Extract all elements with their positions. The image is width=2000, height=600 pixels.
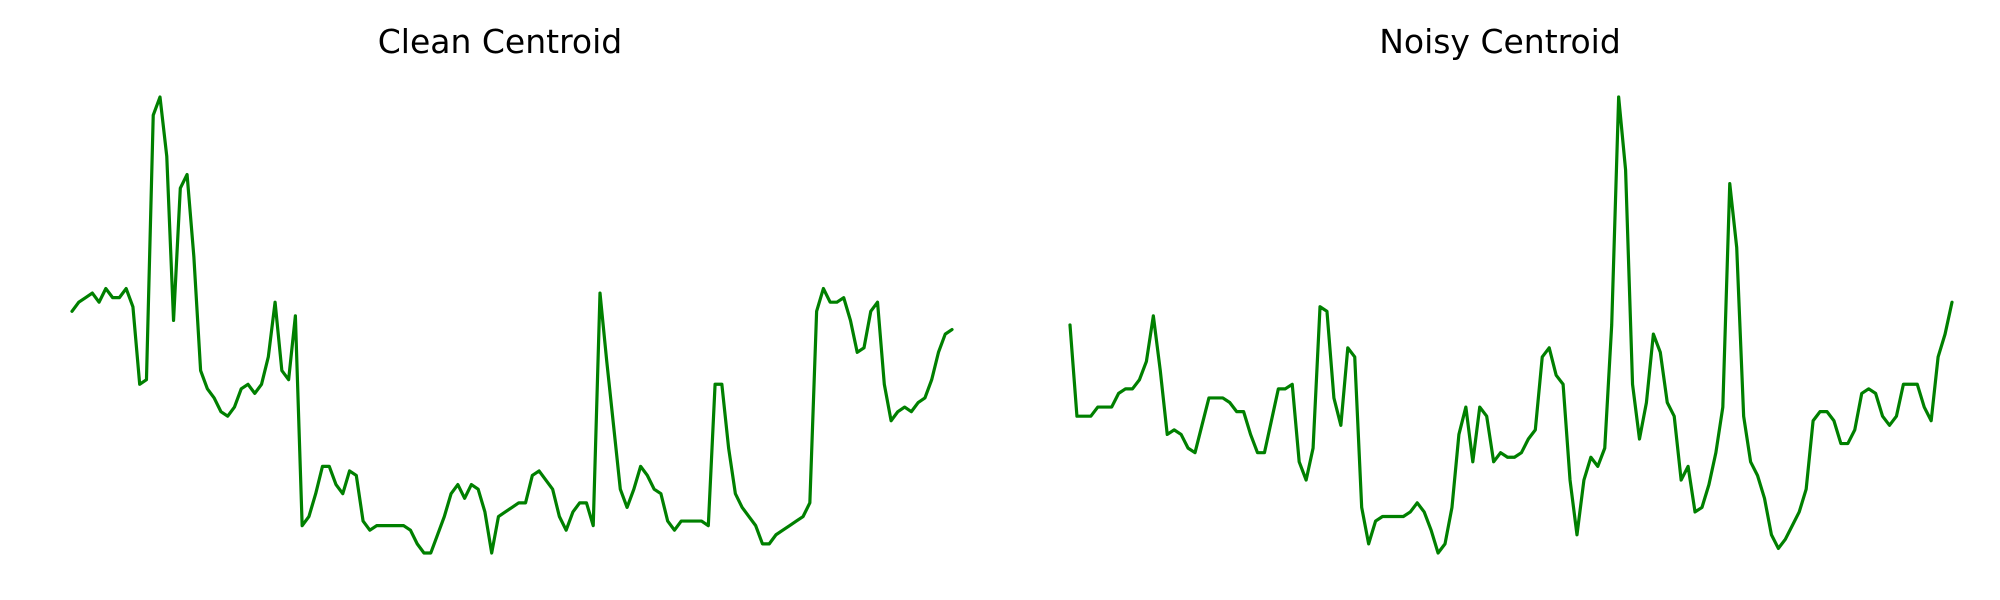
noisy-centroid-chart <box>1068 95 1954 555</box>
clean-centroid-panel: Clean Centroid <box>70 22 954 555</box>
noisy-centroid-title: Noisy Centroid <box>1379 22 1621 61</box>
clean-centroid-chart <box>70 95 954 555</box>
noisy-centroid-panel: Noisy Centroid <box>1000 0 2000 600</box>
clean-centroid-title: Clean Centroid <box>377 22 623 61</box>
clean-centroid-line <box>70 95 954 555</box>
noisy-centroid-line <box>1068 95 1954 555</box>
